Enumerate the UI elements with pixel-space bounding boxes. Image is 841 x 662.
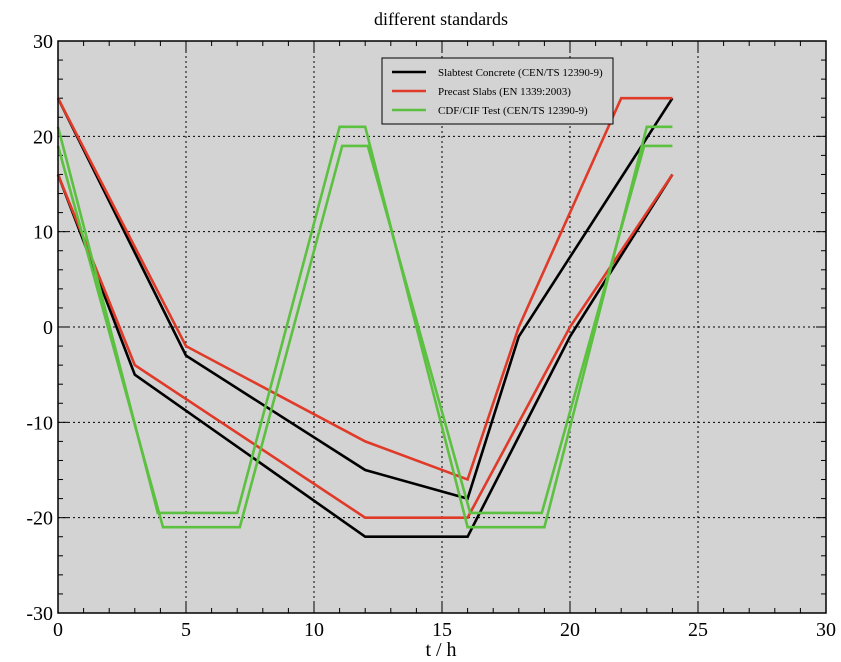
series-line-1: [56, 173, 674, 539]
legend-label: CDF/CIF Test (CEN/TS 12390-9): [438, 105, 588, 117]
x-tick-labels: 0 5 10 15 20 25 30: [53, 619, 836, 641]
x-tick-label: 25: [688, 619, 708, 641]
series-line-2: [56, 96, 673, 482]
series-line-3: [56, 173, 674, 520]
chart-title: different standards: [374, 9, 508, 29]
x-tick-label: 20: [560, 619, 580, 641]
series-line-5: [56, 144, 673, 529]
x-tick-label: 10: [304, 619, 324, 641]
grid: [58, 41, 826, 613]
legend: Slabtest Concrete (CEN/TS 12390-9) Precas…: [381, 57, 614, 125]
x-tick-label: 15: [432, 619, 452, 641]
x-axis-label: t / h: [425, 639, 456, 661]
y-tick-label: 20: [33, 126, 53, 148]
legend-label: Slabtest Concrete (CEN/TS 12390-9): [438, 67, 603, 79]
y-tick-label: 30: [33, 31, 53, 53]
y-tick-labels: 30 20 10 0 -10 -20 -30: [26, 31, 53, 625]
series-layer: [56, 96, 674, 539]
x-tick-label: 5: [181, 619, 191, 641]
series-line-0: [56, 97, 674, 501]
y-tick-label: -20: [26, 508, 53, 530]
x-tick-label: 0: [53, 619, 63, 641]
y-tick-label: 0: [43, 317, 53, 339]
plot-frame: [57, 40, 827, 614]
y-tick-label: 10: [33, 222, 53, 244]
y-tick-label: -30: [26, 603, 53, 625]
axis-ticks: [57, 40, 827, 614]
y-tick-label: -10: [26, 412, 53, 434]
x-tick-label: 30: [816, 619, 836, 641]
legend-label: Precast Slabs (EN 1339:2003): [438, 86, 571, 98]
